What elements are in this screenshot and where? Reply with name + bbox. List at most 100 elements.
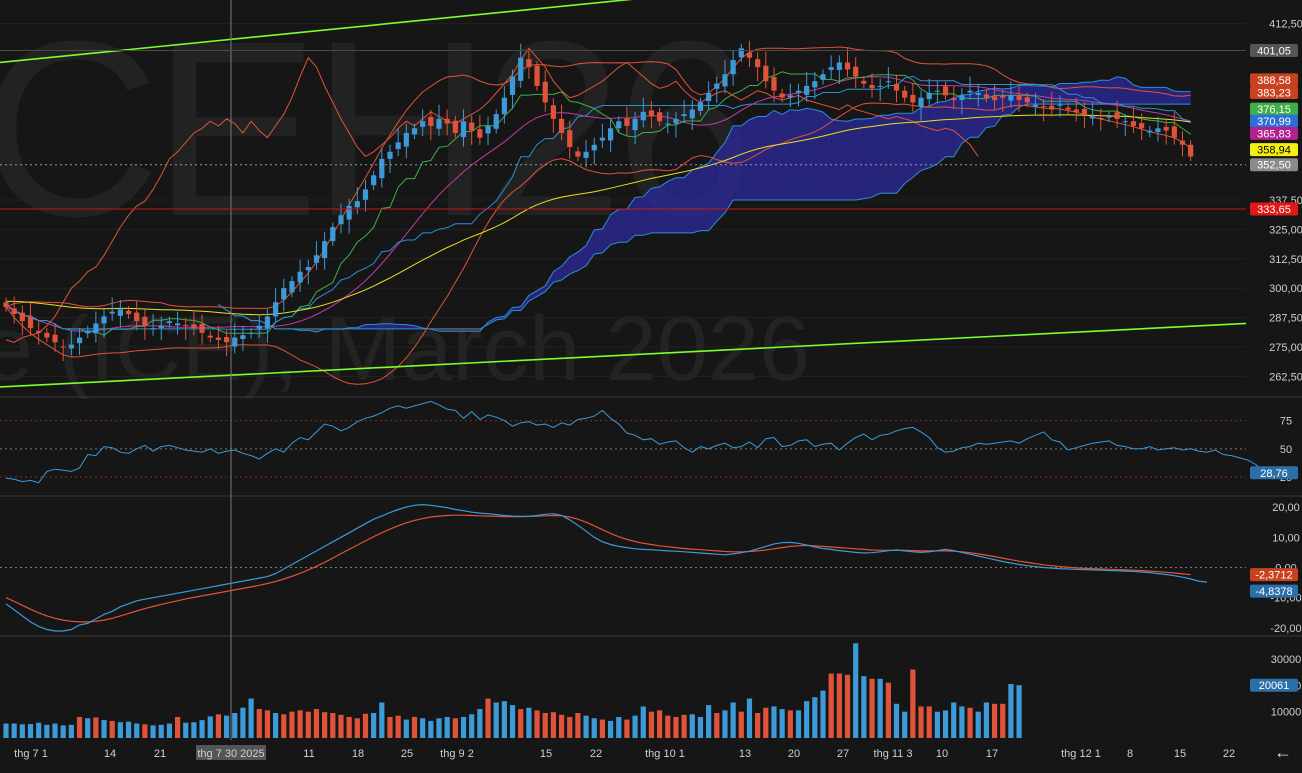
candle-body[interactable] <box>918 98 923 107</box>
candle-body[interactable] <box>1025 97 1030 102</box>
candle-body[interactable] <box>1172 126 1177 137</box>
candle-body[interactable] <box>485 126 490 134</box>
candle-body[interactable] <box>387 152 392 159</box>
candle-body[interactable] <box>44 333 49 338</box>
candle-body[interactable] <box>649 110 654 116</box>
candle-body[interactable] <box>265 316 270 328</box>
candle-body[interactable] <box>3 302 8 307</box>
candle-body[interactable] <box>363 189 368 199</box>
candle-body[interactable] <box>551 105 556 119</box>
candle-body[interactable] <box>77 338 82 344</box>
candle-body[interactable] <box>85 331 90 334</box>
candle-body[interactable] <box>1106 117 1111 118</box>
candle-body[interactable] <box>657 112 662 121</box>
candle-body[interactable] <box>208 336 213 338</box>
candle-body[interactable] <box>167 321 172 323</box>
candle-body[interactable] <box>632 119 637 130</box>
candle-body[interactable] <box>976 93 981 95</box>
candle-body[interactable] <box>1098 118 1103 119</box>
candle-body[interactable] <box>1033 105 1038 107</box>
candle-body[interactable] <box>641 112 646 120</box>
candle-body[interactable] <box>984 94 989 97</box>
candle-body[interactable] <box>159 326 164 328</box>
candle-body[interactable] <box>747 53 752 58</box>
candle-body[interactable] <box>763 66 768 82</box>
candle-body[interactable] <box>894 84 899 91</box>
candle-body[interactable] <box>910 95 915 103</box>
candle-body[interactable] <box>992 96 997 100</box>
candle-body[interactable] <box>494 114 499 129</box>
candle-body[interactable] <box>706 93 711 101</box>
candle-body[interactable] <box>199 324 204 333</box>
candle-body[interactable] <box>829 67 834 70</box>
candle-body[interactable] <box>967 91 972 93</box>
candle-body[interactable] <box>1139 123 1144 128</box>
candle-body[interactable] <box>837 62 842 70</box>
candle-body[interactable] <box>739 48 744 57</box>
candle-body[interactable] <box>477 129 482 137</box>
candle-body[interactable] <box>853 67 858 77</box>
candle-body[interactable] <box>347 206 352 220</box>
candle-body[interactable] <box>951 98 956 100</box>
candle-body[interactable] <box>673 119 678 124</box>
candle-body[interactable] <box>690 109 695 118</box>
candle-body[interactable] <box>1123 121 1128 122</box>
candle-body[interactable] <box>52 335 57 343</box>
candle-body[interactable] <box>216 338 221 340</box>
candle-body[interactable] <box>1115 112 1120 119</box>
candle-body[interactable] <box>1074 109 1079 111</box>
candle-body[interactable] <box>412 128 417 134</box>
candle-body[interactable] <box>592 145 597 151</box>
candle-body[interactable] <box>36 331 41 333</box>
candle-body[interactable] <box>543 82 548 103</box>
candle-body[interactable] <box>959 95 964 100</box>
candle-body[interactable] <box>731 60 736 74</box>
candle-body[interactable] <box>20 313 25 321</box>
candle-body[interactable] <box>281 288 286 299</box>
candle-body[interactable] <box>886 81 891 82</box>
candle-body[interactable] <box>175 323 180 325</box>
back-arrow-icon[interactable]: ← <box>1272 742 1294 762</box>
candle-body[interactable] <box>355 201 360 207</box>
candle-body[interactable] <box>812 81 817 87</box>
candle-body[interactable] <box>240 335 245 339</box>
candle-body[interactable] <box>1155 128 1160 132</box>
candle-body[interactable] <box>289 281 294 292</box>
candle-body[interactable] <box>420 121 425 127</box>
candle-body[interactable] <box>1082 109 1087 114</box>
candle-body[interactable] <box>93 323 98 333</box>
candle-body[interactable] <box>101 316 106 323</box>
candle-body[interactable] <box>330 227 335 241</box>
candle-body[interactable] <box>788 95 793 97</box>
candle-body[interactable] <box>110 312 115 314</box>
candle-body[interactable] <box>575 151 580 156</box>
candle-body[interactable] <box>682 114 687 116</box>
candle-body[interactable] <box>314 255 319 263</box>
candle-body[interactable] <box>1008 95 1013 100</box>
candle-body[interactable] <box>600 138 605 141</box>
candle-body[interactable] <box>1188 145 1193 157</box>
candle-body[interactable] <box>559 119 564 133</box>
candle-body[interactable] <box>583 152 588 158</box>
candle-body[interactable] <box>616 121 621 128</box>
candle-body[interactable] <box>665 124 670 125</box>
candle-body[interactable] <box>224 337 229 342</box>
candle-body[interactable] <box>771 77 776 91</box>
candle-body[interactable] <box>869 85 874 88</box>
candle-body[interactable] <box>935 91 940 92</box>
candle-body[interactable] <box>469 123 474 131</box>
candle-body[interactable] <box>436 119 441 129</box>
candle-body[interactable] <box>1131 121 1136 126</box>
candle-body[interactable] <box>1180 141 1185 145</box>
candle-body[interactable] <box>902 91 907 98</box>
candle-body[interactable] <box>28 317 33 328</box>
candle-body[interactable] <box>845 62 850 69</box>
candle-body[interactable] <box>518 58 523 81</box>
candle-body[interactable] <box>510 77 515 95</box>
candle-body[interactable] <box>12 308 17 314</box>
candle-body[interactable] <box>453 121 458 133</box>
candle-body[interactable] <box>273 302 278 316</box>
candle-body[interactable] <box>306 267 311 270</box>
